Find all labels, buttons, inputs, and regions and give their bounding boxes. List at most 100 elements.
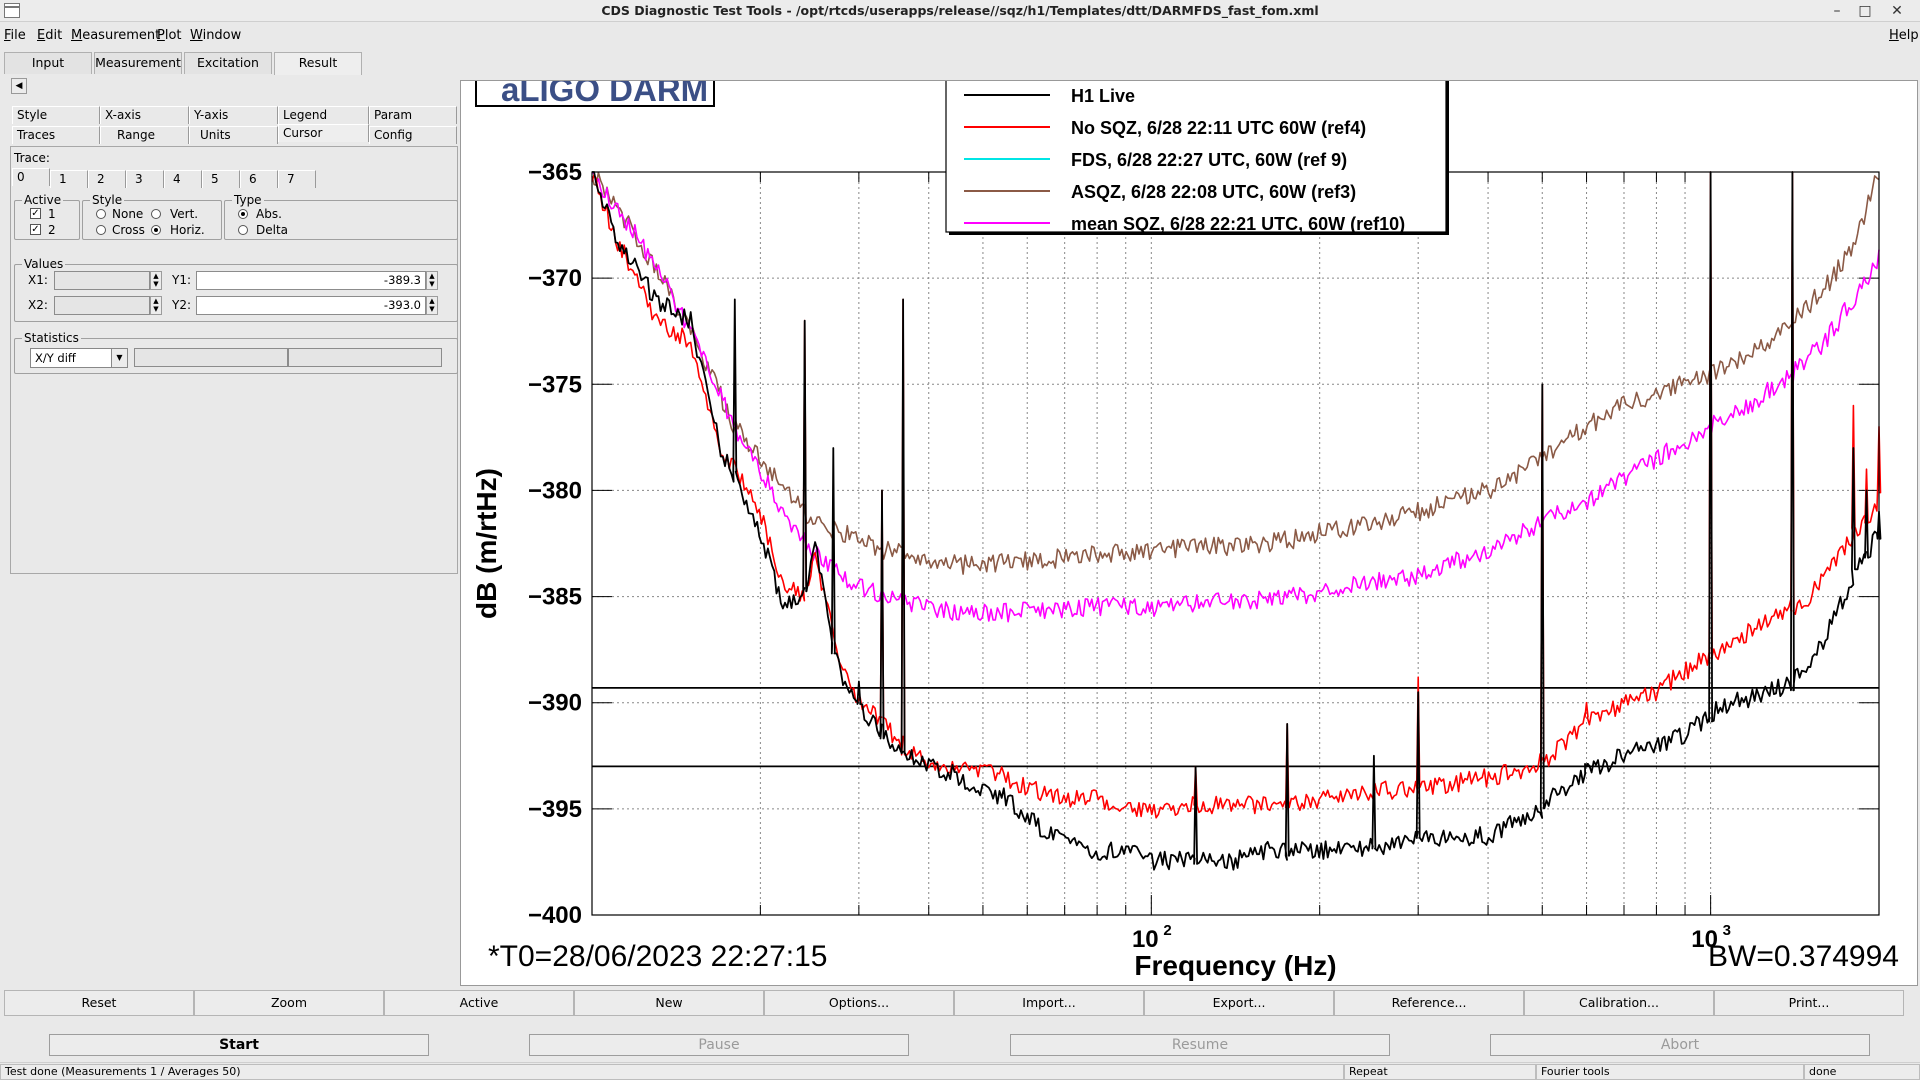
style-none-radio[interactable] — [96, 209, 106, 219]
plot-axes-box — [591, 171, 1880, 916]
active-button[interactable]: Active — [384, 990, 574, 1016]
collapse-left-icon[interactable]: ◀ — [11, 78, 27, 94]
reference-button[interactable]: Reference... — [1334, 990, 1524, 1016]
style-cross-radio[interactable] — [96, 225, 106, 235]
menu-plot-mnemonic: P — [157, 28, 165, 43]
spin-down-icon[interactable]: ▼ — [429, 305, 435, 313]
x-tick-label: 10 — [1132, 926, 1159, 953]
close-icon[interactable]: ✕ — [1891, 3, 1903, 19]
tab-result[interactable]: Result — [274, 52, 362, 75]
plot-button-row: Reset Zoom Active New Options... Import.… — [4, 990, 1918, 1016]
subtab-config[interactable]: Config — [369, 126, 457, 144]
trace-tab-4[interactable]: 4 — [164, 170, 202, 188]
x2-spinner: ▲ ▼ — [150, 296, 162, 315]
resume-button[interactable]: Resume — [1010, 1034, 1390, 1056]
trace-tab-6[interactable]: 6 — [240, 170, 278, 188]
trace-tab-1[interactable]: 1 — [50, 170, 88, 188]
start-button[interactable]: Start — [49, 1034, 429, 1056]
type-delta-radio[interactable] — [238, 225, 248, 235]
menu-window-mnemonic: W — [190, 28, 203, 43]
darm-plot[interactable]: −400−395−390−385−380−375−370−365 10 2 10 3 … — [461, 69, 1917, 985]
menu-file-mnemonic: F — [4, 28, 11, 43]
spin-down-icon[interactable]: ▼ — [429, 280, 435, 288]
type-abs-radio[interactable] — [238, 209, 248, 219]
subtab-x-axis[interactable]: X-axis — [100, 106, 189, 124]
spin-up-icon[interactable]: ▲ — [429, 297, 435, 305]
y1-field[interactable]: -389.3 — [196, 271, 426, 290]
menu-help-label: elp — [1898, 28, 1919, 43]
subtab-range[interactable]: Range — [100, 126, 189, 144]
trace-tab-2[interactable]: 2 — [88, 170, 126, 188]
new-button[interactable]: New — [574, 990, 764, 1016]
chevron-down-icon[interactable]: ▼ — [111, 349, 127, 367]
import-button[interactable]: Import... — [954, 990, 1144, 1016]
trace-tab-0[interactable]: 0 — [12, 168, 50, 186]
x-tick-exponent: 3 — [1723, 922, 1731, 939]
subtab-units[interactable]: Units — [189, 126, 278, 144]
plot-legend: H1 Live No SQZ, 6/28 22:11 UTC 60W (ref4)… — [945, 73, 1449, 235]
active-group-label: Active — [22, 193, 64, 207]
plot-panel: −400 −395 −390 −385 −380 −375 −370 −365 10 2 10 3 … — [460, 69, 1918, 986]
statistics-value-2 — [288, 348, 442, 367]
menu-help[interactable]: Help — [1889, 28, 1919, 43]
x1-field — [54, 271, 150, 290]
subtab-cursor[interactable]: Cursor — [278, 124, 369, 142]
calibration-button[interactable]: Calibration... — [1524, 990, 1714, 1016]
legend-entry: ASQZ, 6/28 22:08 UTC, 60W (ref3) — [1071, 182, 1356, 202]
options-button[interactable]: Options... — [764, 990, 954, 1016]
active-1-checkbox[interactable]: ✓ — [30, 208, 41, 219]
trace-tab-3[interactable]: 3 — [126, 170, 164, 188]
menu-plot[interactable]: Plot — [157, 28, 182, 43]
tab-measurement[interactable]: Measurement — [94, 52, 182, 74]
menu-measurement[interactable]: Measurement — [71, 28, 160, 43]
spin-down-icon: ▼ — [153, 305, 159, 313]
menu-file[interactable]: File — [4, 28, 26, 43]
y-tick-label: −385 — [528, 584, 582, 611]
active-2-checkbox[interactable]: ✓ — [30, 224, 41, 235]
menu-window[interactable]: Window — [190, 28, 241, 43]
menu-bar: File Edit Measurement Plot Window Help — [0, 26, 1920, 46]
subtab-param[interactable]: Param — [369, 106, 457, 124]
export-button[interactable]: Export... — [1144, 990, 1334, 1016]
statistics-group-label: Statistics — [22, 331, 81, 345]
print-button[interactable]: Print... — [1714, 990, 1904, 1016]
bandwidth-label: BW=0.374994 — [1708, 940, 1899, 973]
x-axis-label: Frequency (Hz) — [1134, 950, 1336, 981]
style-horiz-radio[interactable] — [151, 225, 161, 235]
y2-spinner[interactable]: ▲ ▼ — [426, 296, 438, 315]
menu-edit-mnemonic: E — [37, 28, 46, 43]
subtab-legend[interactable]: Legend — [278, 106, 369, 124]
trace-tab-7[interactable]: 7 — [278, 170, 316, 188]
maximize-icon[interactable]: □ — [1858, 3, 1872, 19]
statistics-select[interactable]: X/Y diff ▼ — [30, 348, 128, 368]
style-group-label: Style — [90, 193, 125, 207]
zoom-button[interactable]: Zoom — [194, 990, 384, 1016]
y-tick-label: −365 — [528, 159, 582, 186]
pause-button[interactable]: Pause — [529, 1034, 909, 1056]
tab-excitation[interactable]: Excitation — [184, 52, 272, 74]
spin-up-icon[interactable]: ▲ — [429, 272, 435, 280]
tab-input[interactable]: Input — [4, 52, 92, 74]
menu-window-label: indow — [202, 28, 242, 43]
subtab-y-axis[interactable]: Y-axis — [189, 106, 278, 124]
abort-button[interactable]: Abort — [1490, 1034, 1870, 1056]
subtab-style[interactable]: Style — [12, 106, 100, 124]
statistics-select-value: X/Y diff — [35, 351, 76, 365]
reset-button[interactable]: Reset — [4, 990, 194, 1016]
menu-edit-label: dit — [45, 28, 63, 43]
spin-up-icon: ▲ — [153, 297, 159, 305]
type-delta-label: Delta — [256, 223, 289, 237]
style-none-label: None — [112, 207, 144, 221]
y2-field[interactable]: -393.0 — [196, 296, 426, 315]
style-vert-radio[interactable] — [151, 209, 161, 219]
style-group — [82, 200, 222, 240]
minimize-icon[interactable]: – — [1833, 3, 1841, 19]
values-group-label: Values — [22, 257, 66, 271]
subtab-traces[interactable]: Traces — [12, 126, 100, 144]
y-tick-label: −390 — [528, 690, 582, 717]
type-abs-label: Abs. — [256, 207, 282, 221]
x2-label: X2: — [28, 298, 48, 312]
trace-tab-5[interactable]: 5 — [202, 170, 240, 188]
y1-spinner[interactable]: ▲ ▼ — [426, 271, 438, 290]
menu-edit[interactable]: Edit — [37, 28, 62, 43]
